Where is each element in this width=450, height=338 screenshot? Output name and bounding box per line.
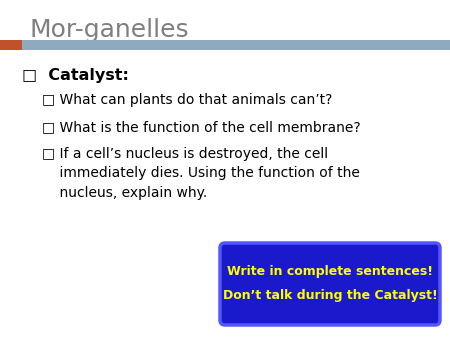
Text: □ What can plants do that animals can’t?: □ What can plants do that animals can’t?: [42, 93, 333, 107]
Text: Mor-ganelles: Mor-ganelles: [30, 18, 189, 42]
Bar: [22, 40, 450, 50]
Bar: [0, 40, 22, 50]
Text: Don’t talk during the Catalyst!: Don’t talk during the Catalyst!: [223, 290, 437, 303]
Text: □ If a cell’s nucleus is destroyed, the cell
    immediately dies. Using the fun: □ If a cell’s nucleus is destroyed, the …: [42, 147, 360, 200]
Text: □  Catalyst:: □ Catalyst:: [22, 68, 129, 83]
Text: Write in complete sentences!: Write in complete sentences!: [227, 265, 433, 277]
Text: □ What is the function of the cell membrane?: □ What is the function of the cell membr…: [42, 120, 360, 134]
FancyBboxPatch shape: [220, 243, 440, 325]
